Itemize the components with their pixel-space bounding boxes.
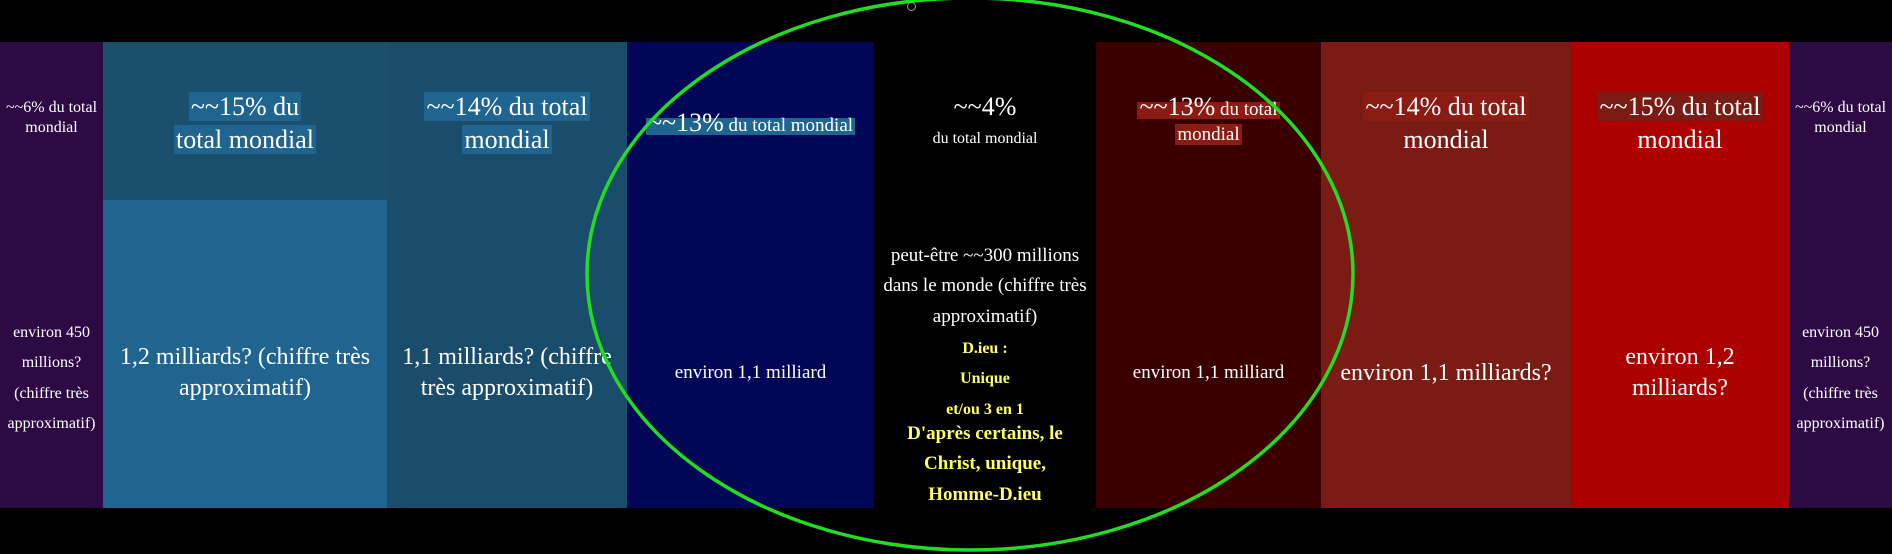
population-label: environ 1,1 milliards? (1340, 360, 1552, 386)
column-3: ~~14% du total mondial 1,1 milliards? (c… (387, 42, 627, 508)
population-label: environ 450 millions? (chiffre très appr… (7, 324, 96, 433)
share-label: ~~13% du total mondial (1137, 92, 1280, 146)
share-label: ~~13% du total mondial (645, 108, 856, 137)
share-label: ~~14% du total mondial (1363, 92, 1529, 155)
population-label: environ 1,1 milliard (674, 362, 827, 383)
column-8: ~~15% du total mondial environ 1,2 milli… (1571, 42, 1789, 508)
column-6: ~~13% du total mondial environ 1,1 milli… (1096, 42, 1321, 508)
population-label: environ 450 millions? (chiffre très appr… (1796, 324, 1885, 433)
column-1: ~~6% du total mondial environ 450 millio… (0, 42, 103, 508)
share-label: ~~6% du total mondial (1794, 99, 1887, 137)
population-label: 1,1 milliards? (chiffre très approximati… (402, 344, 612, 401)
population-label: environ 1,2 milliards? (1625, 344, 1735, 401)
share-label: ~~6% du total mondial (5, 99, 98, 137)
handle-icon (907, 2, 916, 11)
column-5: ~~4% du total mondial peut-être ~~300 mi… (874, 42, 1096, 508)
column-9: ~~6% du total mondial environ 450 millio… (1789, 42, 1892, 508)
population-label: environ 1,1 milliard (1132, 362, 1285, 383)
share-label: ~~14% du total mondial (424, 92, 590, 155)
share-label: ~~15% du total mondial (174, 92, 316, 155)
population-label: peut-être ~~300 millions dans le monde (… (883, 245, 1087, 327)
column-2: ~~15% du total mondial 1,2 milliards? (c… (103, 42, 387, 508)
share-label: ~~15% du total mondial (1597, 92, 1763, 155)
doctrine-label: D.ieu : Unique et/ou 3 en 1 (946, 340, 1024, 418)
population-label: 1,2 milliards? (chiffre très approximati… (119, 344, 371, 401)
column-2-lower-block (103, 200, 387, 508)
column-4: ~~13% du total mondial environ 1,1 milli… (627, 42, 874, 508)
column-7: ~~14% du total mondial environ 1,1 milli… (1321, 42, 1571, 508)
share-label: ~~4% du total mondial (932, 92, 1038, 148)
christ-label: D'après certains, le Christ, unique, Hom… (907, 423, 1063, 505)
